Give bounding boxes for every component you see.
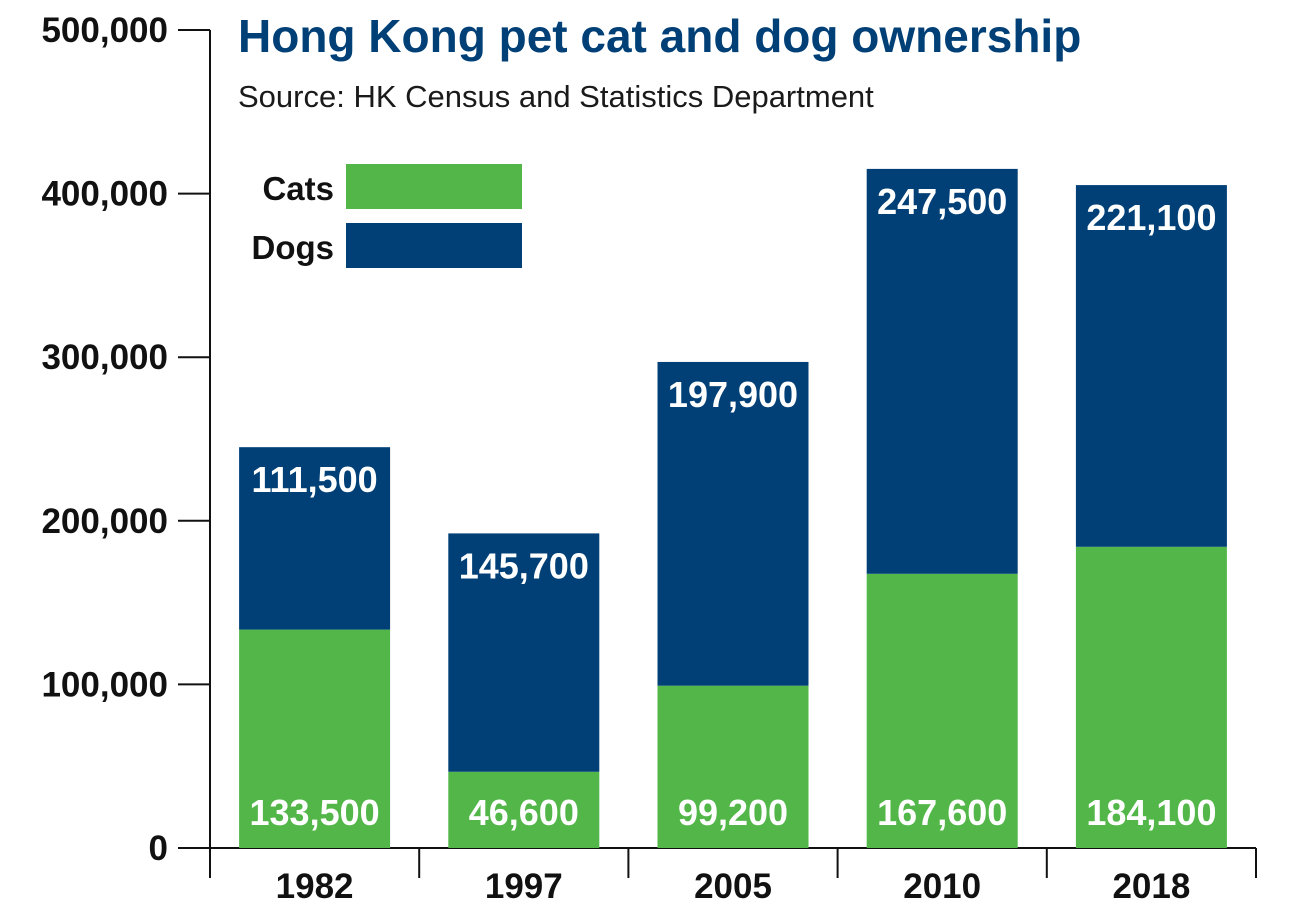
- y-tick-label: 0: [149, 829, 168, 868]
- legend-swatch-cats: [346, 164, 522, 209]
- y-tick-label: 300,000: [41, 338, 168, 377]
- axes: 0 100,000 200,000 300,000 400,000 500,000 1982…: [41, 11, 1257, 906]
- legend-label-dogs: Dogs: [252, 229, 335, 266]
- data-label-cats-1982: 133,500: [250, 792, 380, 833]
- data-label-dogs-2018: 221,100: [1086, 197, 1216, 238]
- data-label-dogs-1982: 111,500: [252, 459, 378, 500]
- x-tick-label: 2010: [903, 867, 981, 906]
- y-tick-label: 500,000: [41, 11, 168, 50]
- bar-cats-2018: [1075, 546, 1227, 848]
- x-tick-label: 1982: [276, 867, 354, 906]
- bar-cats-2010: [866, 573, 1018, 848]
- data-label-dogs-2005: 197,900: [668, 374, 798, 415]
- bar-dogs-2018: [1075, 185, 1227, 547]
- bar-cats-2005: [657, 685, 809, 848]
- bar-cats-1982: [239, 629, 391, 848]
- bar-cats-1997: [448, 771, 600, 848]
- bar-dogs-2005: [657, 361, 809, 686]
- legend-label-cats: Cats: [262, 170, 334, 207]
- bars: 133,500 111,500 46,600 145,700 99,200 197,900…: [239, 168, 1227, 848]
- data-label-cats-2005: 99,200: [678, 792, 788, 833]
- legend: Cats Dogs: [252, 164, 522, 268]
- chart-subtitle: Source: HK Census and Statistics Departm…: [238, 79, 874, 114]
- y-tick-label: 100,000: [41, 665, 168, 704]
- data-label-cats-2018: 184,100: [1086, 792, 1216, 833]
- bar-dogs-1982: [239, 447, 391, 630]
- data-label-dogs-1997: 145,700: [459, 545, 589, 586]
- y-tick-label: 200,000: [41, 502, 168, 541]
- chart-title: Hong Kong pet cat and dog ownership: [238, 10, 1081, 62]
- bar-dogs-1997: [448, 533, 600, 772]
- x-tick-label: 1997: [485, 867, 563, 906]
- bar-dogs-2010: [866, 168, 1018, 574]
- legend-swatch-dogs: [346, 223, 522, 268]
- x-tick-label: 2005: [694, 867, 772, 906]
- data-label-dogs-2010: 247,500: [877, 181, 1007, 222]
- data-label-cats-1997: 46,600: [469, 792, 579, 833]
- x-tick-label: 2018: [1112, 867, 1190, 906]
- data-label-cats-2010: 167,600: [877, 792, 1007, 833]
- y-tick-label: 400,000: [41, 175, 168, 214]
